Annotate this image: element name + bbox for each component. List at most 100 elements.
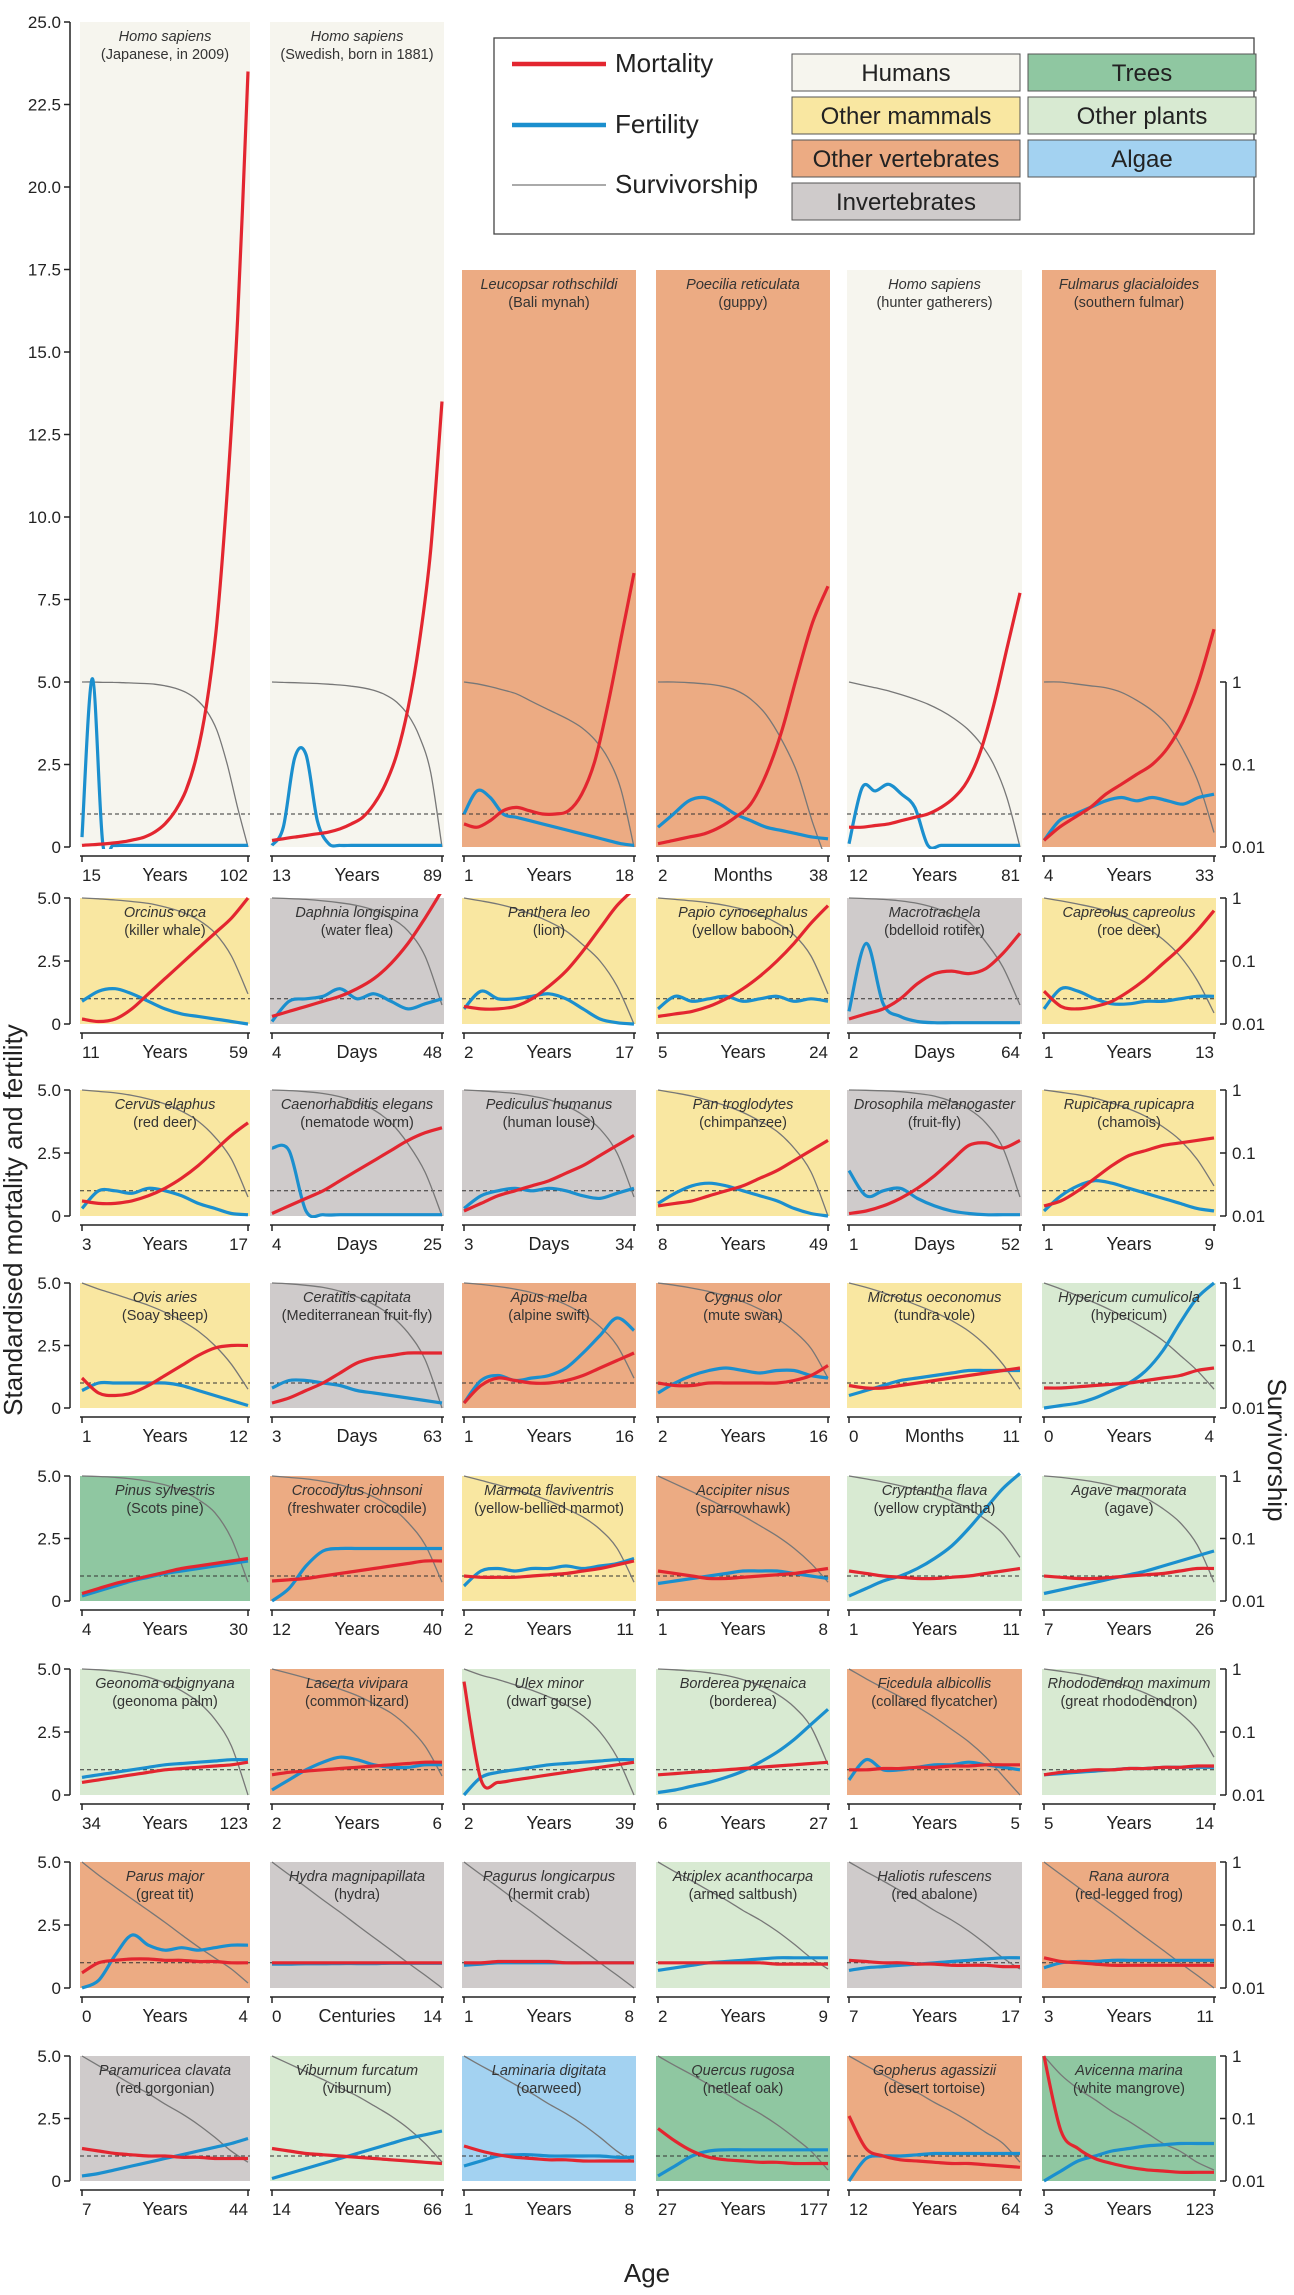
- short-y-tick-label: 0: [52, 1399, 61, 1418]
- panel-x-unit-label: Months: [713, 865, 772, 885]
- short-y-tick-label: 2.5: [37, 1723, 61, 1742]
- short-y-tick-label: 5.0: [37, 1853, 61, 1872]
- mortality-fertility-figure: 0 2.5 5.0 7.5 10.0 12.5 15.0 17.5 20.0 22.5 25.0 1 0…: [0, 0, 1294, 2290]
- panel-x-start-label: 3: [82, 1235, 91, 1254]
- panel-background: [270, 22, 444, 847]
- short-y2-tick-label: 1: [1232, 1467, 1241, 1486]
- short-y2-tick-label: 0.1: [1232, 2110, 1256, 2129]
- panel-species-name: Agave marmorata: [1070, 1483, 1186, 1499]
- panel-common-name: (armed saltbush): [689, 1887, 798, 1903]
- legend-category-label: Humans: [861, 60, 950, 87]
- panel-x-end-label: 18: [615, 866, 634, 885]
- short-y2-tick-label: 0.01: [1232, 1015, 1265, 1034]
- panel: Gopherus agassizii (desert tortoise) 12 64 Y…: [847, 2056, 1022, 2219]
- panel-common-name: (geonoma palm): [112, 1694, 218, 1710]
- short-y-tick-label: 0: [52, 2172, 61, 2191]
- panel-x-start-label: 1: [849, 1620, 858, 1639]
- panel-species-name: Panthera leo: [508, 905, 590, 921]
- panel: 1 0.1 0.01 Hypericum cumulicola (hypericum) 0…: [1042, 1274, 1265, 1446]
- panel: Pan troglodytes(chimpanzee)8 49Years: [656, 1090, 830, 1254]
- panel-x-unit-label: Days: [914, 1234, 955, 1254]
- panel-x-end-label: 34: [615, 1235, 634, 1254]
- tall-y-tick-label: 7.5: [37, 591, 61, 610]
- panel-x-end-label: 63: [423, 1427, 442, 1446]
- panel-x-unit-label: Years: [526, 1619, 571, 1639]
- panel-common-name: (borderea): [709, 1694, 777, 1710]
- panel-species-name: Drosophila melanogaster: [854, 1097, 1016, 1113]
- panel-species-name: Hypericum cumulicola: [1058, 1290, 1200, 1306]
- panel-species-name: Cryptantha flava: [882, 1483, 988, 1499]
- legend-category-label: Trees: [1112, 60, 1172, 87]
- panel-species-name: Lacerta vivipara: [306, 1676, 408, 1692]
- panel-common-name: (white mangrove): [1073, 2081, 1185, 2097]
- panel-species-name: Paramuricea clavata: [99, 2063, 231, 2079]
- short-y-tick-label: 5.0: [37, 1081, 61, 1100]
- panel-species-name: Avicenna marina: [1074, 2063, 1183, 2079]
- chart-svg: 02.55.07.510.012.515.017.520.022.525.010…: [0, 0, 1294, 2290]
- panel-common-name: (great tit): [136, 1887, 194, 1903]
- panel-x-start-label: 2: [464, 1043, 473, 1062]
- panel-x-start-label: 3: [1044, 2007, 1053, 2026]
- panel-x-unit-label: Years: [912, 1619, 957, 1639]
- panel-x-unit-label: Years: [1106, 865, 1151, 885]
- legend-category-label: Other mammals: [821, 103, 992, 130]
- panel-x-unit-label: Years: [142, 1426, 187, 1446]
- panel-x-end-label: 52: [1001, 1235, 1020, 1254]
- panel-species-name: Crocodylus johnsoni: [292, 1483, 423, 1499]
- panel-x-unit-label: Years: [142, 1234, 187, 1254]
- panel: Papio cynocephalus(yellow baboon)5 24Year…: [656, 898, 830, 1062]
- panel-x-start-label: 3: [464, 1235, 473, 1254]
- tall-y-tick-label: 5.0: [37, 673, 61, 692]
- panel-x-start-label: 7: [1044, 1620, 1053, 1639]
- panel-x-unit-label: Years: [526, 1042, 571, 1062]
- panel-species-name: Rhododendron maximum: [1048, 1676, 1211, 1692]
- short-y-tick-label: 0: [52, 1207, 61, 1226]
- panel-species-name: Orcinus orca: [124, 905, 206, 921]
- panel-species-name: Atriplex acanthocarpa: [672, 1869, 813, 1885]
- panel-species-name: Hydra magnipapillata: [289, 1869, 425, 1885]
- panel-x-end-label: 102: [220, 866, 248, 885]
- panel-x-start-label: 7: [849, 2007, 858, 2026]
- panel: Daphnia longispina (water flea) 4 48 Days: [270, 890, 444, 1062]
- panel-x-end-label: 17: [229, 1235, 248, 1254]
- panel: Macrotrachela (bdelloid rotifer) 2 64 Days: [847, 898, 1022, 1062]
- panel-x-end-label: 9: [819, 2007, 828, 2026]
- panel: Hydra magnipapillata(hydra)0 14Centuries: [270, 1862, 444, 2026]
- panel-x-unit-label: Years: [912, 865, 957, 885]
- panel-x-unit-label: Years: [142, 865, 187, 885]
- panel-species-name: Homo sapiens: [888, 277, 981, 293]
- panel-x-unit-label: Years: [142, 2199, 187, 2219]
- panel-x-start-label: 13: [272, 866, 291, 885]
- panel-background: [80, 22, 250, 847]
- panel: Homo sapiens(hunter gatherers)12 81Years: [847, 270, 1022, 885]
- panel-species-name: Borderea pyrenaica: [680, 1676, 807, 1692]
- panel-x-end-label: 48: [423, 1043, 442, 1062]
- panel: Atriplex acanthocarpa (armed saltbush) 2 9 Y…: [656, 1862, 830, 2026]
- short-y-tick-label: 5.0: [37, 889, 61, 908]
- panel: Viburnum furcatum (viburnum) 14 66 Years: [270, 2056, 444, 2219]
- tall-y-tick-label: 0: [52, 838, 61, 857]
- panel-x-start-label: 2: [272, 1814, 281, 1833]
- panel-species-name: Homo sapiens: [311, 29, 404, 45]
- panel-x-end-label: 39: [615, 1814, 634, 1833]
- panel-x-end-label: 64: [1001, 2200, 1020, 2219]
- tall-y-tick-label: 2.5: [37, 756, 61, 775]
- panel-x-start-label: 4: [272, 1043, 281, 1062]
- panel-background: [847, 270, 1022, 847]
- panel-x-unit-label: Months: [905, 1426, 964, 1446]
- panel-x-start-label: 0: [272, 2007, 281, 2026]
- panel-x-start-label: 27: [658, 2200, 677, 2219]
- panel-x-start-label: 1: [1044, 1043, 1053, 1062]
- panel-x-end-label: 8: [819, 1620, 828, 1639]
- panel-common-name: (Swedish, born in 1881): [280, 47, 433, 63]
- panel-x-start-label: 2: [464, 1814, 473, 1833]
- panel: Marmota flaviventris(yellow-bellied marm…: [462, 1476, 636, 1639]
- panel-x-unit-label: Days: [336, 1426, 377, 1446]
- panel-common-name: (freshwater crocodile): [287, 1501, 426, 1517]
- panel-x-unit-label: Years: [912, 2006, 957, 2026]
- panel: 10.10.01Rupicapra rupicapra(chamois)1 9Ye…: [1042, 1081, 1265, 1254]
- panel-common-name: (Soay sheep): [122, 1308, 208, 1324]
- panel: Apus melba(alpine swift)1 16Years: [462, 1283, 636, 1446]
- short-y-tick-label: 0: [52, 1015, 61, 1034]
- short-y2-tick-label: 0.01: [1232, 2172, 1265, 2191]
